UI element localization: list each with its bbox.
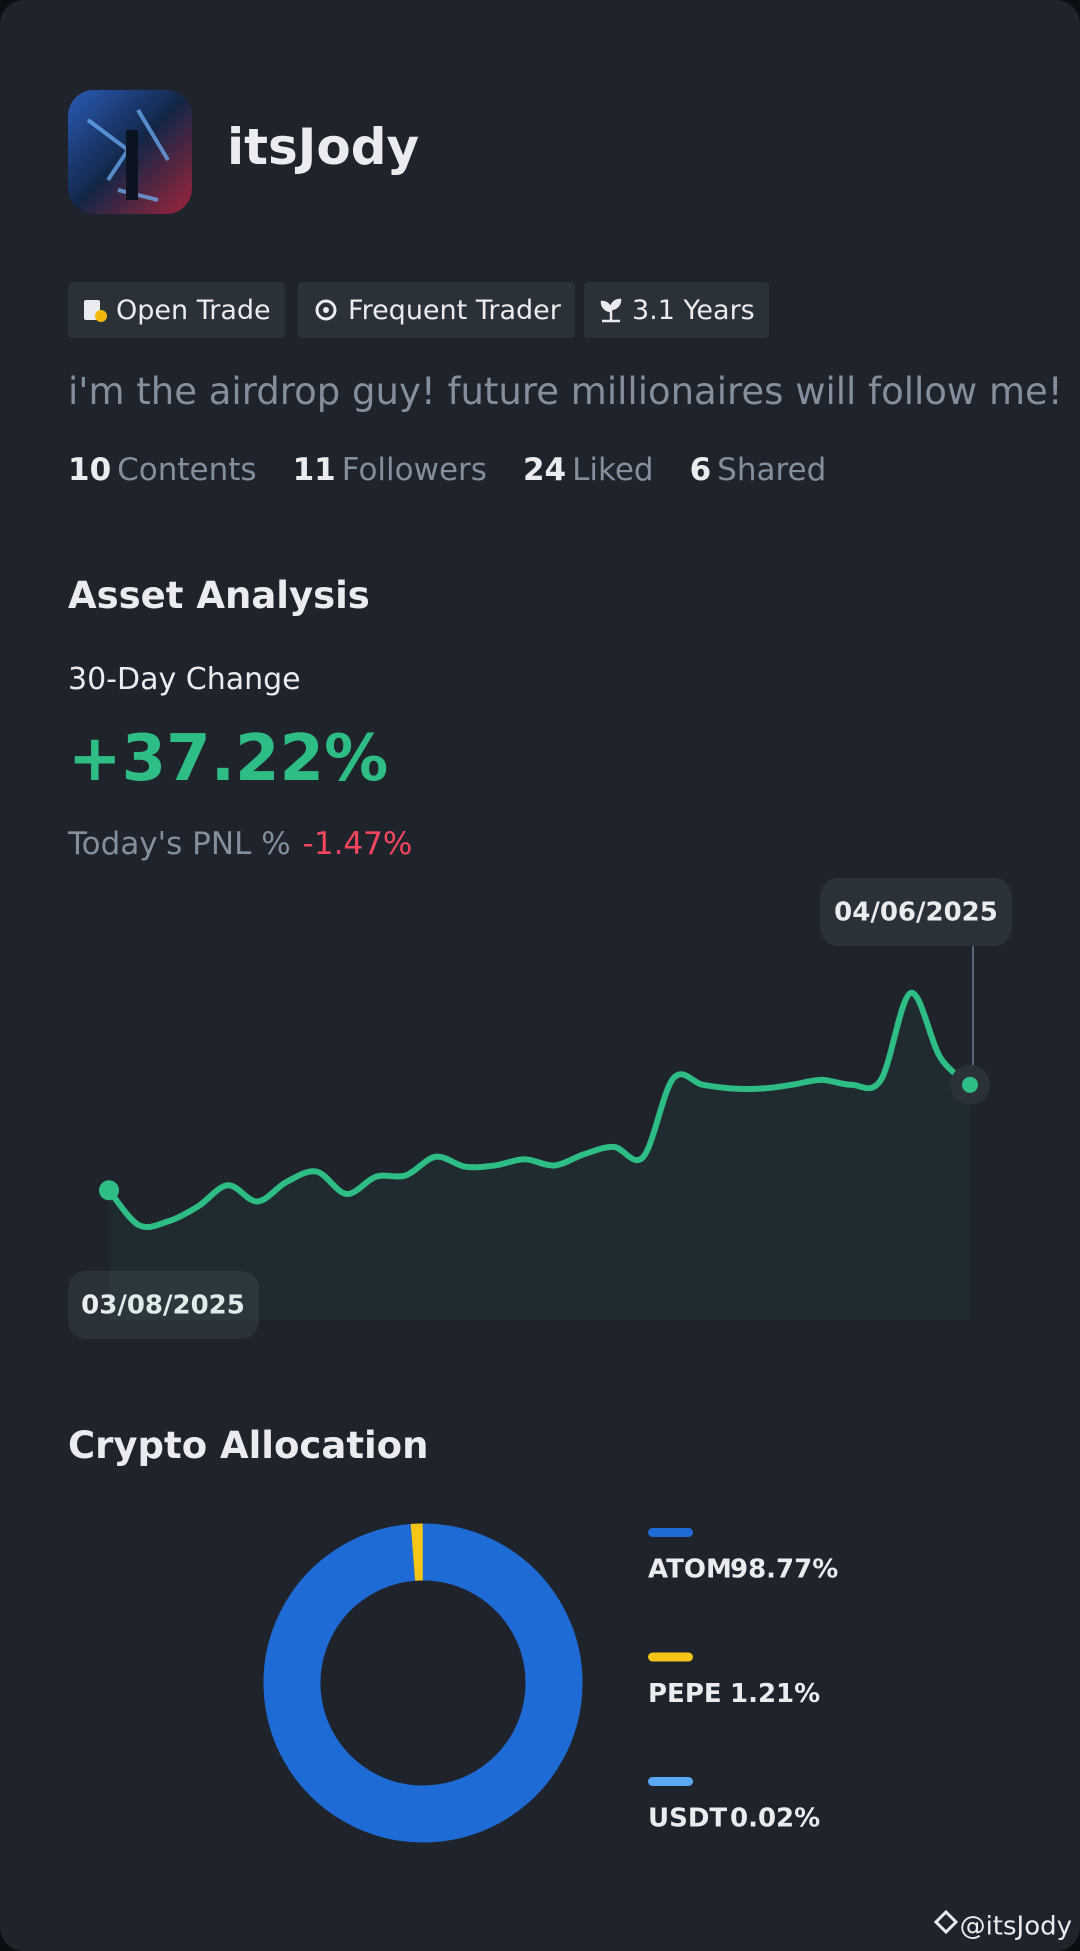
legend-label: PEPE — [648, 1679, 722, 1709]
legend-swatch — [648, 1528, 693, 1537]
stat: 11 Followers — [293, 452, 487, 488]
change-value: +37.22% — [68, 722, 389, 796]
stat-value: 24 — [522, 452, 567, 488]
badge-icon — [600, 298, 622, 323]
badge-text: Frequent Trader — [348, 294, 561, 326]
stat-label: Shared — [717, 452, 827, 488]
area — [109, 992, 970, 1320]
stat-value: 11 — [292, 452, 336, 488]
tooltip-date: 03/08/2025 — [81, 1291, 245, 1321]
legend-label: USDT — [648, 1804, 727, 1834]
watermark-logo — [933, 1909, 959, 1935]
avatar — [68, 90, 192, 214]
stat: 6 Shared — [690, 452, 827, 488]
donut-slice — [263, 1523, 583, 1843]
legend-value: 98.77% — [730, 1555, 838, 1585]
pnl: Today's PNL % -1.47% — [68, 826, 412, 862]
legend-value: 0.02% — [730, 1804, 820, 1834]
badge-text: Open Trade — [116, 294, 271, 326]
line — [106, 990, 973, 1231]
stat-value: 10 — [68, 452, 112, 488]
stat-label: Contents — [117, 452, 257, 488]
tooltip — [68, 1271, 259, 1339]
section-title: Asset Analysis — [68, 574, 370, 617]
badge: Open Trade — [68, 282, 285, 338]
legend-swatch — [648, 1777, 693, 1786]
stat-label: Liked — [572, 452, 654, 488]
badge: 3.1 Years — [584, 282, 769, 338]
stats: 10 Contents 11 Followers 24 Liked 6 Shared — [68, 452, 826, 488]
badge: Frequent Trader — [298, 282, 575, 338]
stat-label: Followers — [341, 452, 487, 488]
legend-label: ATOM — [648, 1555, 732, 1585]
pnl-label: Today's PNL % — [68, 826, 291, 862]
tooltip-date: 04/06/2025 — [834, 898, 998, 928]
pnl-value: -1.47% — [302, 826, 413, 862]
user-name: itsJody — [227, 118, 420, 176]
section-title: Crypto Allocation — [68, 1424, 429, 1467]
stat: 24 Liked — [523, 452, 654, 488]
badge-text: 3.1 Years — [632, 294, 755, 326]
watermark: @itsJody — [960, 1912, 1072, 1942]
change-label: 30-Day Change — [68, 662, 301, 697]
stat: 10 Contents — [68, 452, 257, 488]
badge-icon — [315, 299, 337, 321]
badge-icon — [84, 300, 107, 322]
end-dot — [962, 1076, 978, 1093]
start-dot — [99, 1180, 119, 1201]
bio: i'm the airdrop guy! future millionaires… — [68, 370, 1063, 413]
legend-swatch — [648, 1652, 693, 1662]
stat-value: 6 — [689, 452, 712, 488]
legend-value: 1.21% — [730, 1679, 820, 1709]
tooltip — [820, 878, 1012, 946]
